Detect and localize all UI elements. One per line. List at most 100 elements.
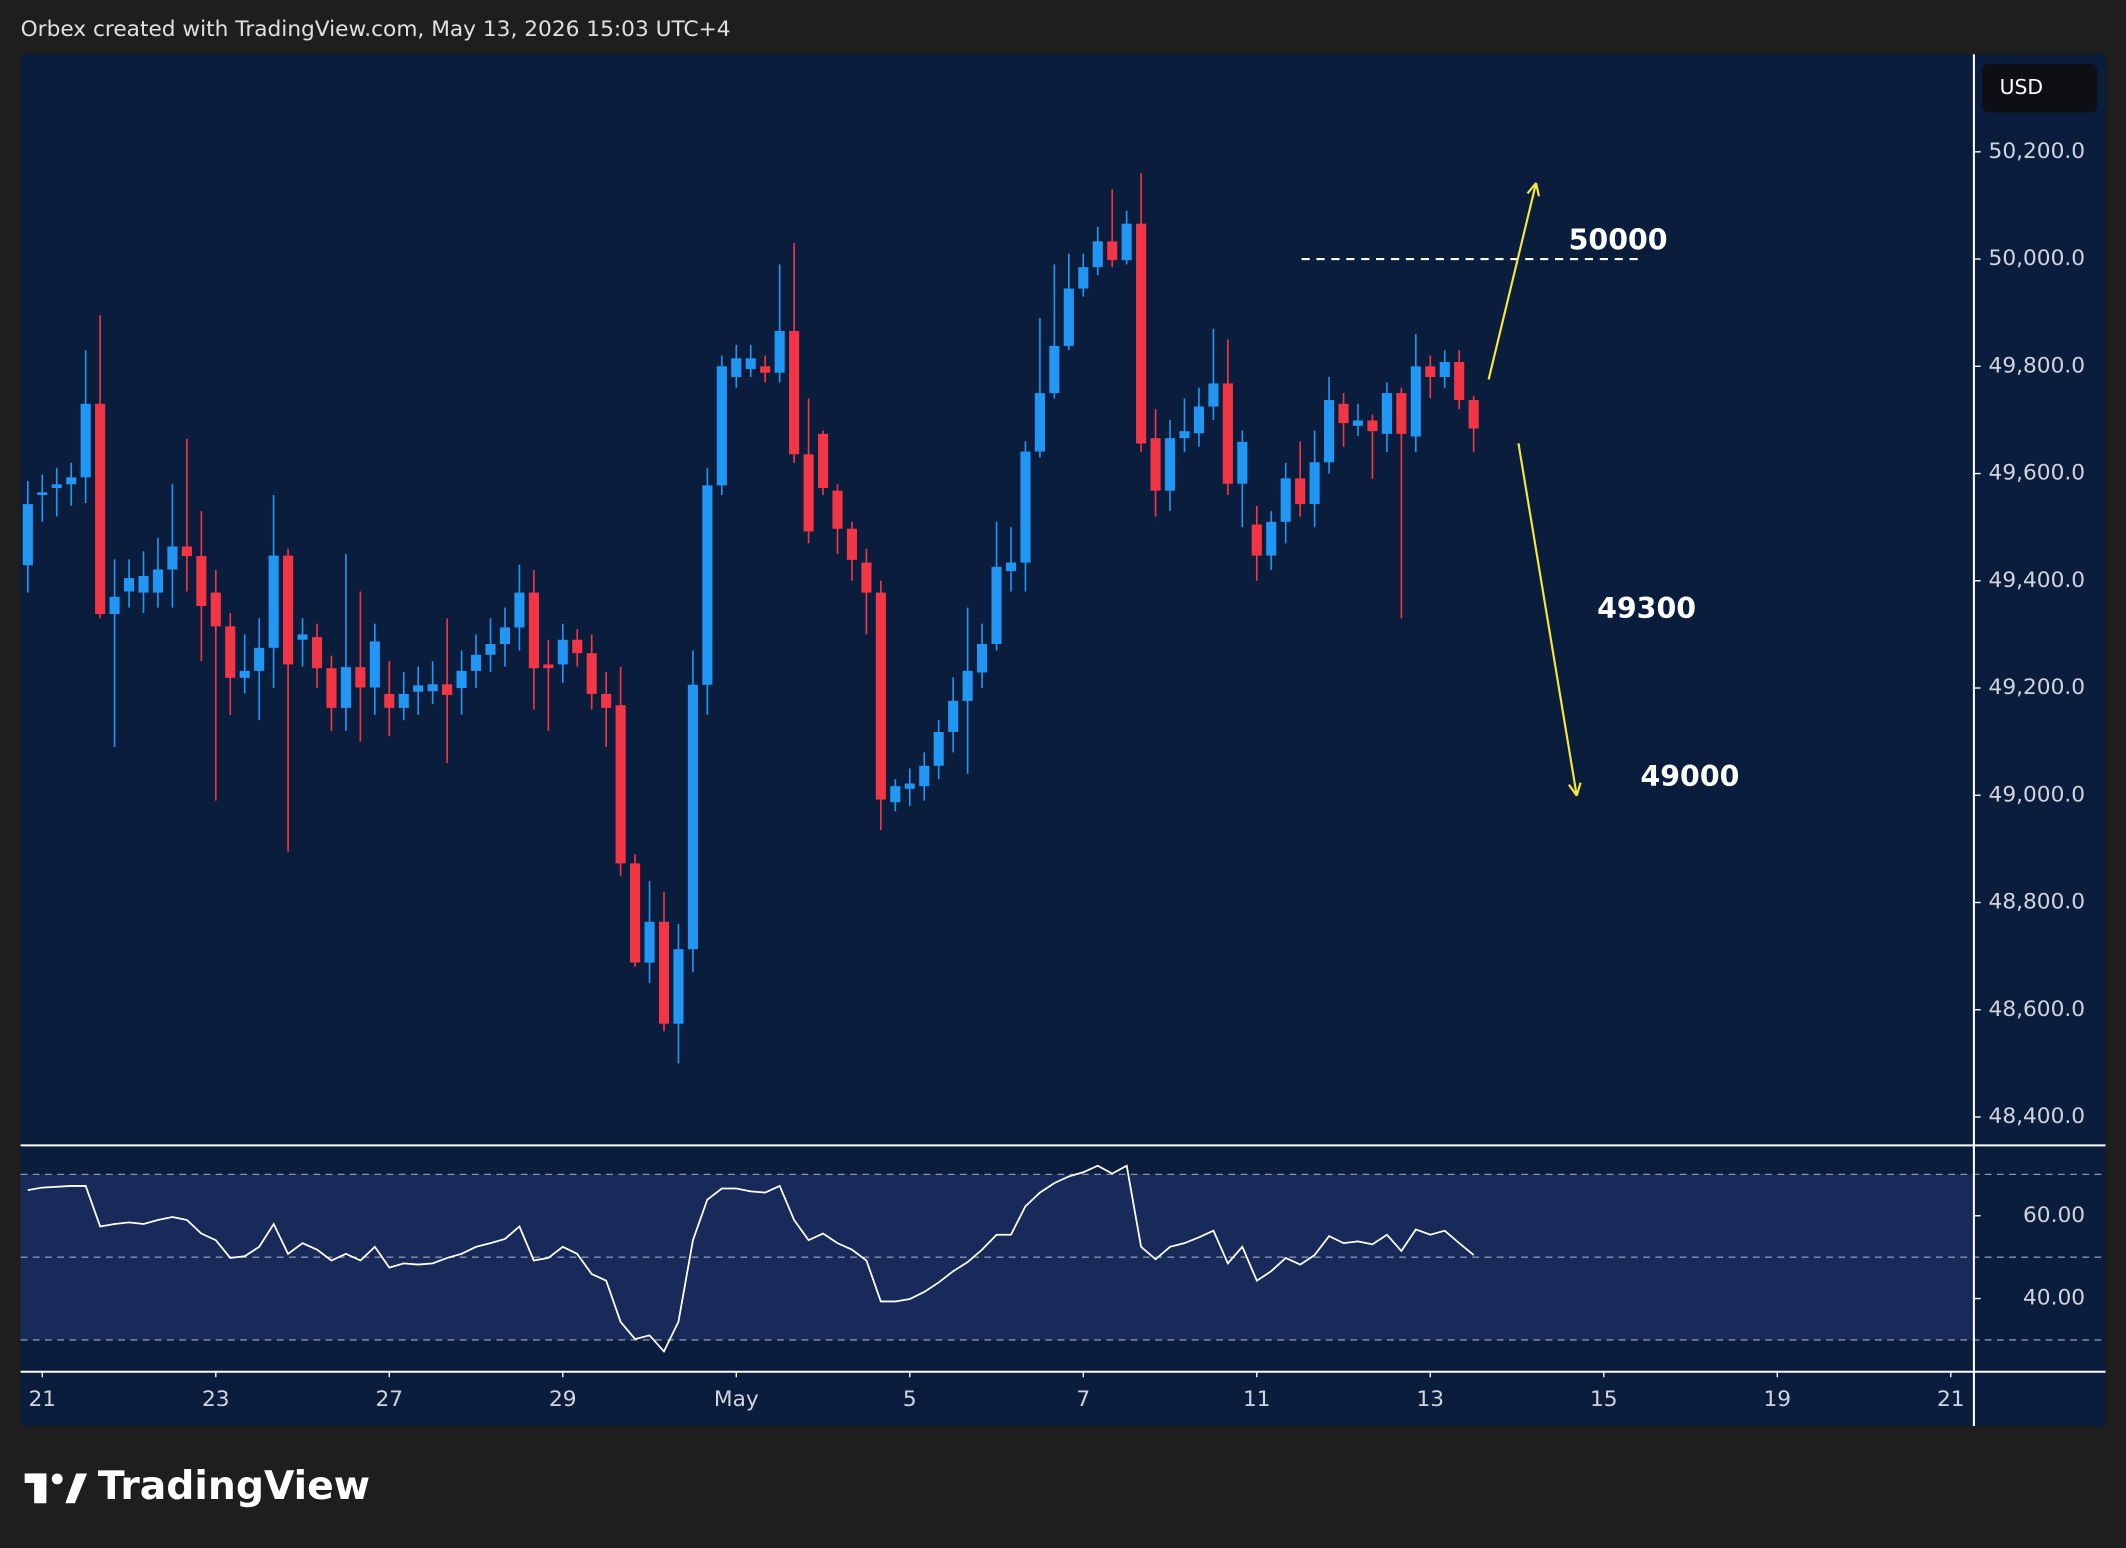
y-tick-label: 50,200.0 (1989, 139, 2086, 164)
candle-body (152, 569, 164, 593)
candle-body (528, 592, 539, 669)
candle-body (1092, 241, 1103, 268)
candle-body (1237, 441, 1248, 484)
candle-body (572, 639, 583, 654)
arrow-up (1487, 182, 1538, 380)
y-tick-label: 49,400.0 (1989, 568, 2086, 593)
candle-body (601, 693, 612, 708)
header: Orbex created with TradingView.com, May … (21, 17, 731, 42)
annotation: 49300 (1597, 592, 1696, 625)
candle-body (991, 566, 1002, 645)
candle-body (1266, 521, 1277, 556)
arrow-down-head (1575, 782, 1582, 796)
candle-body (919, 765, 930, 787)
candle-body (384, 693, 395, 708)
candle-body (1468, 400, 1479, 429)
candle-body (803, 454, 814, 532)
candle-body (239, 670, 250, 678)
candle-body (66, 477, 77, 485)
candle-body (817, 433, 829, 489)
candle-body (1063, 288, 1074, 346)
candle-body (1251, 524, 1262, 556)
arrow-down-head (1568, 783, 1578, 797)
currency-box[interactable] (1982, 63, 2098, 113)
y-tick-label: 49,000.0 (1989, 782, 2086, 807)
candle-body (1324, 400, 1335, 463)
candle-body (95, 403, 106, 615)
candle-body (1150, 438, 1161, 491)
candle-body (586, 653, 597, 694)
candle-body (977, 644, 988, 673)
arrow-up-head (1535, 182, 1541, 197)
candle-body (413, 685, 424, 692)
arrow-up-head (1526, 182, 1537, 195)
candle-body (716, 366, 727, 486)
candle-body (789, 330, 800, 455)
candle-body (340, 667, 351, 708)
candle-body (760, 366, 771, 373)
candle-body (1338, 403, 1349, 424)
candle-body (644, 921, 655, 963)
candle-body (1454, 362, 1465, 401)
y-tick-label: 48,800.0 (1989, 890, 2086, 915)
y-tick-label: 50,000.0 (1989, 246, 2086, 271)
candle-body (962, 670, 973, 701)
candle-body (1222, 383, 1233, 484)
candle-body (1280, 478, 1291, 522)
candle-body (123, 578, 135, 592)
candle-body (283, 555, 294, 665)
candle-body (658, 921, 670, 1024)
candle-body (1381, 393, 1392, 434)
candle-body (933, 731, 944, 766)
candle-body (181, 546, 192, 557)
candle-body (369, 641, 380, 688)
candle-body (167, 546, 178, 570)
candle-body (1020, 451, 1031, 563)
currency[interactable]: USD (2000, 75, 2043, 99)
candle-body (297, 634, 308, 640)
candle-body (1107, 241, 1118, 261)
rsi-tick-label: 60.00 (2023, 1203, 2085, 1228)
candle-body (210, 592, 221, 627)
candle-body (456, 670, 467, 689)
y-tick-label: 48,600.0 (1989, 997, 2086, 1022)
candle-body (861, 562, 872, 593)
candle-body (514, 592, 525, 628)
candle-body (254, 647, 265, 671)
x-tick-label: 29 (549, 1387, 577, 1412)
plot: 48,400.0 48,600.0 48,800.0 49,000.0 49,200.0… (20, 54, 2106, 1427)
candle-body (1136, 223, 1147, 444)
candle-body (1410, 366, 1421, 437)
x-tick-label: 21 (1937, 1387, 1965, 1412)
candle-body (442, 684, 453, 695)
candle-body (1439, 362, 1450, 378)
y-tick-label: 49,200.0 (1989, 675, 2086, 700)
candle-body (875, 592, 886, 800)
candle-body (1352, 420, 1364, 426)
candle-body (543, 664, 554, 669)
logo-text: TradingView (98, 1464, 370, 1509)
candle-body (673, 949, 684, 1024)
candle-body (1121, 223, 1132, 261)
candle-body (702, 485, 713, 685)
candle-body (1179, 431, 1190, 439)
candle-body (225, 626, 236, 678)
candle-body (1193, 406, 1205, 434)
candle-body (51, 484, 62, 489)
candle-body (774, 330, 785, 373)
annotation: 49000 (1640, 760, 1739, 793)
x-tick-label: 23 (202, 1387, 230, 1412)
x-tick-label: 15 (1590, 1387, 1618, 1412)
candle-body (427, 684, 438, 692)
candle-body (832, 490, 843, 529)
candle-body (1425, 366, 1436, 378)
candle-body (1049, 345, 1060, 394)
x-tick-label: 27 (376, 1387, 404, 1412)
candle-body (196, 556, 207, 606)
candle-body (731, 358, 742, 378)
logo-icon (24, 1473, 88, 1504)
candle-body (1396, 393, 1407, 434)
x-tick-label: 19 (1763, 1387, 1791, 1412)
y-tick-label: 49,800.0 (1989, 353, 2086, 378)
candle-body (109, 596, 120, 615)
